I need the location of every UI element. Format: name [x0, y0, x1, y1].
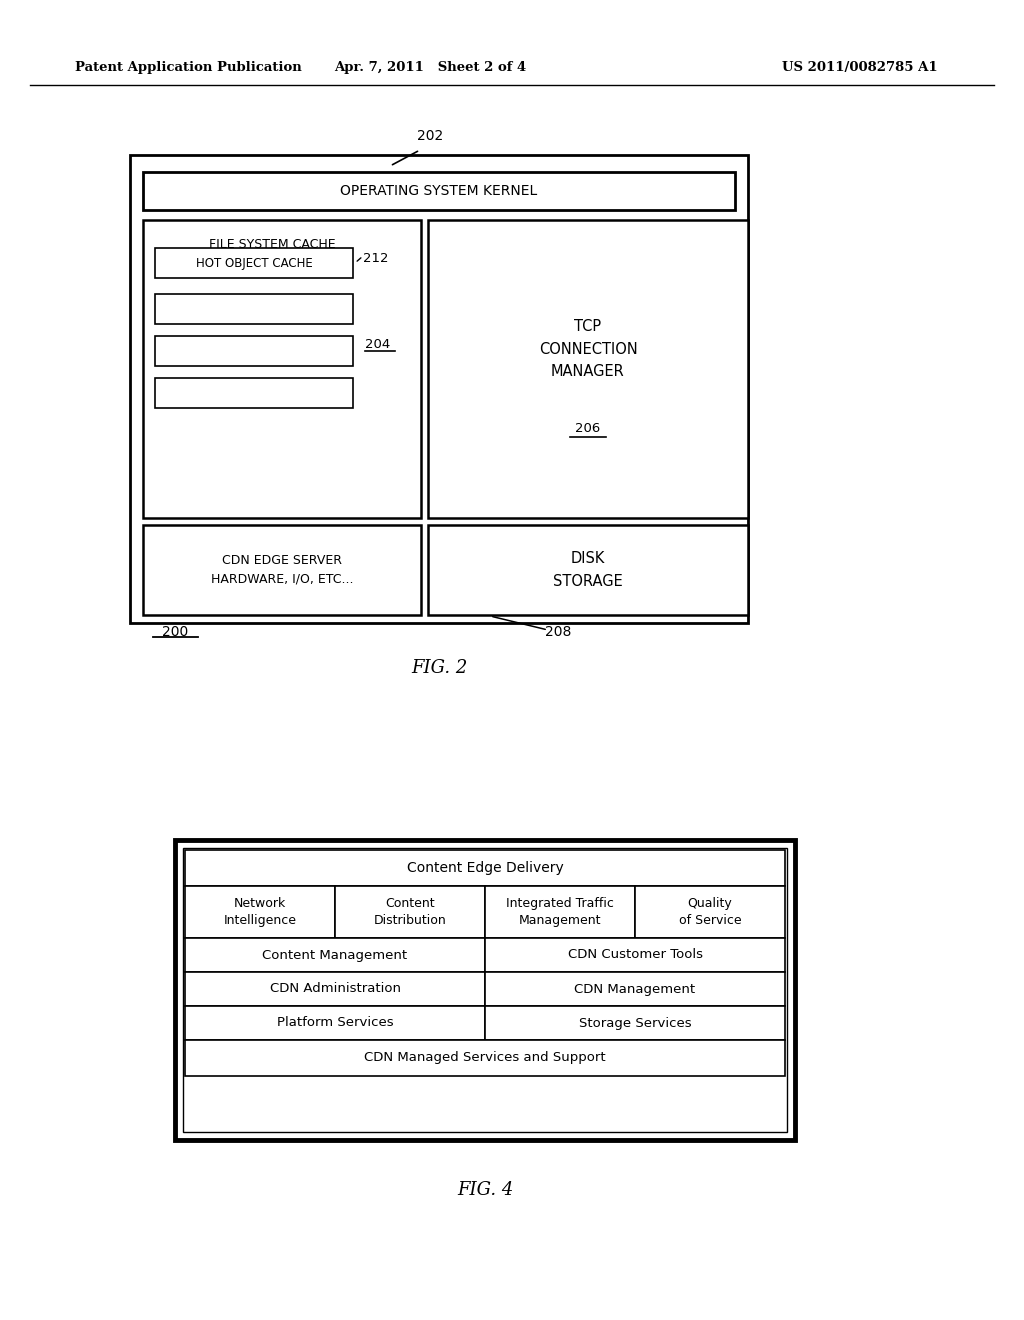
Text: Quality
of Service: Quality of Service — [679, 898, 741, 927]
Bar — [143, 525, 421, 615]
Bar — [143, 172, 735, 210]
Bar — [185, 1006, 485, 1040]
Bar — [155, 378, 353, 408]
Text: Patent Application Publication: Patent Application Publication — [75, 62, 302, 74]
Bar — [143, 220, 421, 517]
Bar — [185, 939, 485, 972]
Text: 202: 202 — [417, 129, 443, 143]
Bar — [428, 220, 748, 517]
Text: CDN EDGE SERVER
HARDWARE, I/O, ETC...: CDN EDGE SERVER HARDWARE, I/O, ETC... — [211, 554, 353, 586]
Bar — [155, 248, 353, 279]
Text: OPERATING SYSTEM KERNEL: OPERATING SYSTEM KERNEL — [340, 183, 538, 198]
Text: CDN Managed Services and Support: CDN Managed Services and Support — [365, 1052, 606, 1064]
Text: CDN Management: CDN Management — [574, 982, 695, 995]
Bar — [175, 840, 795, 1140]
Bar — [185, 1040, 785, 1076]
Bar — [428, 525, 748, 615]
Text: 206: 206 — [575, 422, 601, 436]
Text: HOT OBJECT CACHE: HOT OBJECT CACHE — [196, 256, 312, 269]
Bar — [485, 939, 785, 972]
Bar — [130, 154, 748, 623]
Text: Storage Services: Storage Services — [579, 1016, 691, 1030]
Text: Content
Distribution: Content Distribution — [374, 898, 446, 927]
Bar — [485, 886, 635, 939]
Text: DISK
STORAGE: DISK STORAGE — [553, 552, 623, 589]
Text: CDN Customer Tools: CDN Customer Tools — [567, 949, 702, 961]
Bar — [485, 972, 785, 1006]
Bar — [335, 886, 485, 939]
Bar — [635, 886, 785, 939]
Text: 208: 208 — [545, 624, 571, 639]
Text: FILE SYSTEM CACHE: FILE SYSTEM CACHE — [209, 238, 335, 251]
Text: Platform Services: Platform Services — [276, 1016, 393, 1030]
Bar — [185, 972, 485, 1006]
Bar — [155, 294, 353, 323]
Text: Apr. 7, 2011   Sheet 2 of 4: Apr. 7, 2011 Sheet 2 of 4 — [334, 62, 526, 74]
Text: Network
Intelligence: Network Intelligence — [223, 898, 297, 927]
Text: Content Edge Delivery: Content Edge Delivery — [407, 861, 563, 875]
Text: FIG. 4: FIG. 4 — [457, 1181, 513, 1199]
Bar — [183, 847, 787, 1133]
Bar — [485, 1006, 785, 1040]
Text: 212: 212 — [362, 252, 388, 265]
Text: TCP
CONNECTION
MANAGER: TCP CONNECTION MANAGER — [539, 319, 637, 379]
Text: 204: 204 — [365, 338, 390, 351]
Text: US 2011/0082785 A1: US 2011/0082785 A1 — [782, 62, 938, 74]
Bar — [155, 337, 353, 366]
Text: 200: 200 — [162, 624, 188, 639]
Text: FIG. 2: FIG. 2 — [411, 659, 467, 677]
Bar — [185, 850, 785, 886]
Text: Content Management: Content Management — [262, 949, 408, 961]
Text: CDN Administration: CDN Administration — [269, 982, 400, 995]
Bar — [185, 886, 335, 939]
Text: Integrated Traffic
Management: Integrated Traffic Management — [506, 898, 614, 927]
